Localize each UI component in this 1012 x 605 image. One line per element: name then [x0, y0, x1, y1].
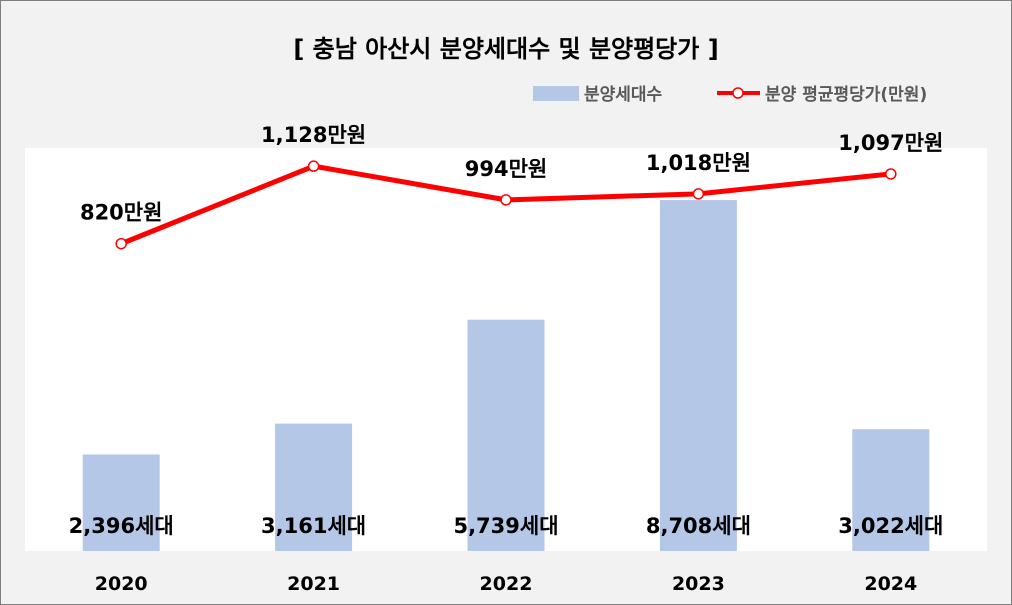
bar-label-2023: 8,708세대 [646, 514, 751, 538]
line-point-2020 [115, 237, 127, 250]
category-label-2024: 2024 [864, 573, 917, 595]
bar-2021 [275, 423, 353, 551]
category-labels-group: 2020 2021 2022 2023 2024 [95, 573, 917, 595]
legend-bar-swatch [533, 86, 579, 101]
bars-group [82, 200, 930, 551]
category-label-2023: 2023 [672, 573, 725, 595]
line-point-2024 [885, 168, 897, 180]
legend-bar-label: 분양세대수 [584, 85, 663, 105]
bar-2020 [82, 454, 160, 551]
bar-labels-group: 2,396세대 3,161세대 5,739세대 8,708세대 3,022세대 [69, 514, 944, 538]
bar-2023 [659, 200, 737, 551]
line-point-2023 [692, 188, 705, 200]
line-label-2022: 994만원 [465, 157, 547, 181]
category-label-2022: 2022 [480, 573, 533, 595]
category-label-2021: 2021 [287, 573, 340, 595]
bar-2022 [467, 319, 545, 551]
bar-label-2022: 5,739세대 [453, 514, 558, 538]
category-label-2020: 2020 [95, 573, 148, 595]
legend: 분양세대수 분양 평균평당가(만원) [533, 85, 927, 105]
legend-line-marker [732, 87, 744, 99]
bar-label-2021: 3,161세대 [261, 514, 366, 538]
line-point-2021 [307, 160, 320, 172]
line-label-2024: 1,097만원 [838, 131, 943, 155]
line-label-2020: 820만원 [80, 201, 162, 225]
line-series-group [115, 160, 897, 250]
bar-label-2020: 2,396세대 [69, 514, 174, 538]
bar-label-2024: 3,022세대 [838, 514, 943, 538]
line-label-2021: 1,128만원 [261, 123, 366, 147]
line-point-2022 [500, 194, 512, 206]
chart-title: [ 충남 아산시 분양세대수 및 분양평당가 ] [293, 35, 718, 63]
line-label-2023: 1,018만원 [646, 151, 751, 175]
legend-line-label: 분양 평균평당가(만원) [765, 85, 927, 105]
bar-2024 [852, 429, 930, 551]
line-labels-group: 820만원 1,128만원 994만원 1,018만원 1,097만원 [80, 123, 943, 225]
